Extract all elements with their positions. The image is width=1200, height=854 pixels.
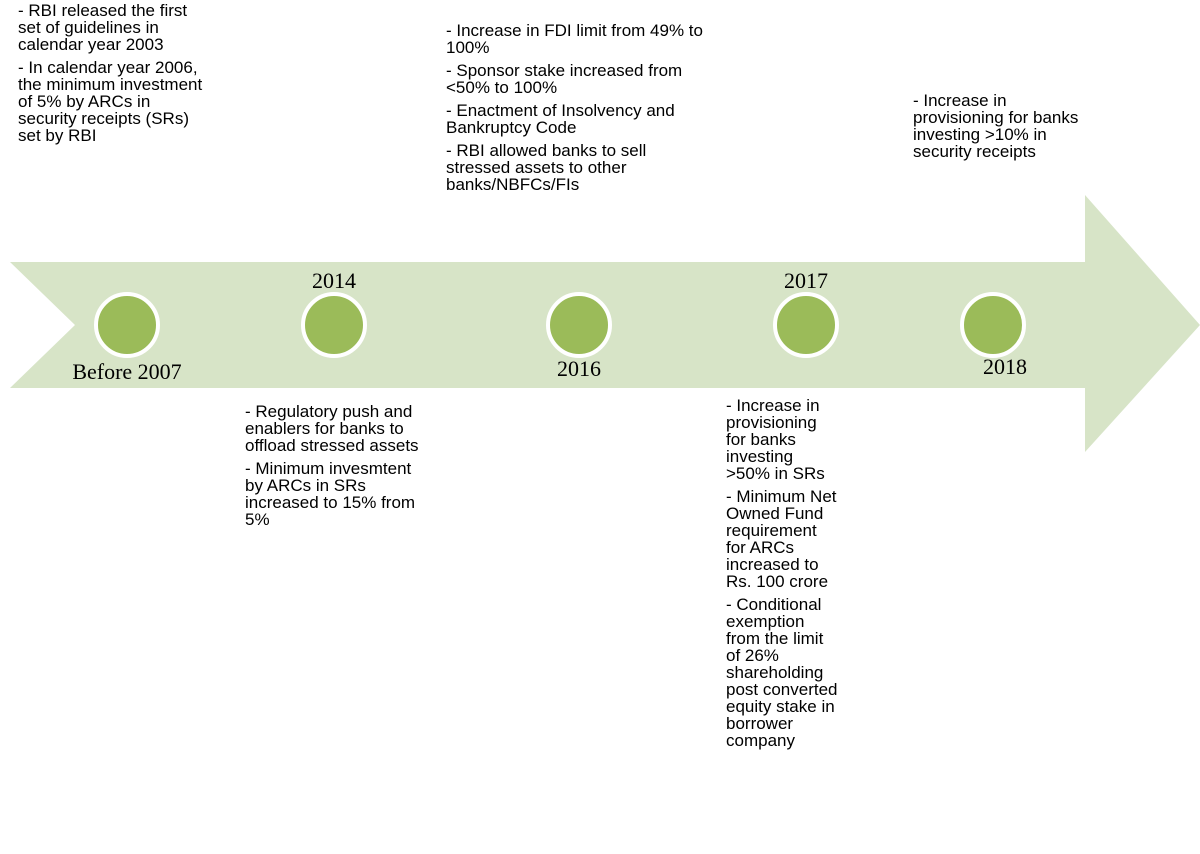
notes: - Increase in provisioning for banks inv… [726, 397, 838, 755]
milestone-dot [94, 292, 160, 358]
note: - Increase in FDI limit from 49% to 100% [446, 21, 703, 57]
milestone-dot [773, 292, 839, 358]
year-label: 2014 [312, 268, 356, 293]
milestone-dot [546, 292, 612, 358]
notes: - RBI released the first set of guidelin… [18, 2, 213, 150]
notes: - Increase in FDI limit from 49% to 100%… [446, 22, 708, 199]
note: - Enactment of Insolvency and Bankruptcy… [446, 101, 675, 137]
note: - Minimum invesmtent by ARCs in SRs incr… [245, 459, 416, 529]
note: - Regulatory push and enablers for banks… [245, 402, 419, 455]
year-label: 2018 [983, 354, 1027, 379]
note: - Minimum Net Owned Fund requirement for… [726, 487, 837, 591]
notes: - Increase in provisioning for banks inv… [913, 92, 1085, 166]
milestone-dot [960, 292, 1026, 358]
note: - In calendar year 2006, the minimum inv… [18, 58, 203, 145]
note: - Increase in provisioning for banks inv… [726, 396, 825, 483]
note: - Sponsor stake increased from <50% to 1… [446, 61, 683, 97]
note: - Conditional exemption from the limit o… [726, 595, 838, 750]
year-label: Before 2007 [72, 359, 182, 384]
note: - RBI released the first set of guidelin… [18, 1, 188, 54]
notes: - Regulatory push and enablers for banks… [245, 403, 420, 534]
milestone-dot [301, 292, 367, 358]
note: - RBI allowed banks to sell stressed ass… [446, 141, 647, 194]
year-label: 2017 [784, 268, 828, 293]
year-label: 2016 [557, 356, 601, 381]
note: - Increase in provisioning for banks inv… [913, 91, 1079, 161]
